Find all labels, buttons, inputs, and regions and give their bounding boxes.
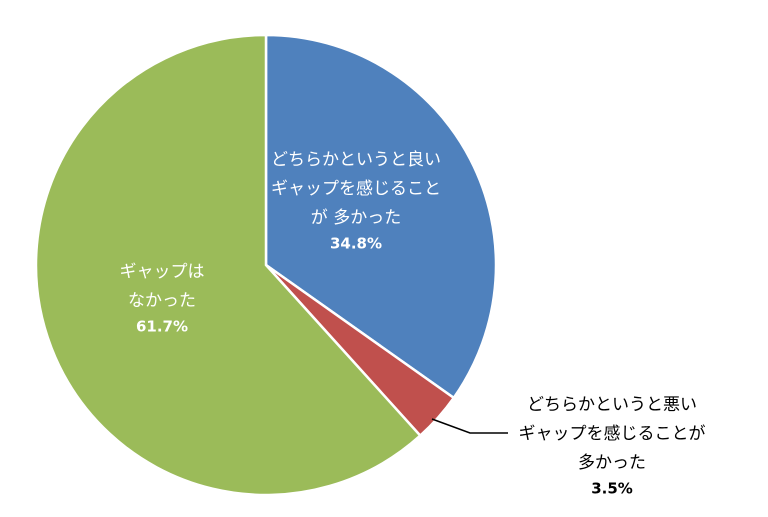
slice-label: ギャップを感じること [271, 179, 441, 199]
slice-label: ギャップは [120, 262, 205, 282]
slice-label: ギャップを感じることが [519, 424, 706, 444]
slice-label: が 多かった [311, 208, 401, 228]
slice-label: なかった [128, 291, 196, 311]
slice-label: どちらかというと悪い [527, 395, 697, 415]
value-label: 61.7% [136, 318, 188, 336]
pie-slice [264, 33, 498, 400]
leader-line [431, 418, 508, 434]
value-label: 34.8% [330, 235, 382, 253]
slice-label: 多かった [578, 453, 646, 473]
pie-slice [34, 33, 423, 497]
value-label: 3.5% [591, 480, 633, 498]
slice-label: どちらかというと良い [271, 150, 441, 170]
